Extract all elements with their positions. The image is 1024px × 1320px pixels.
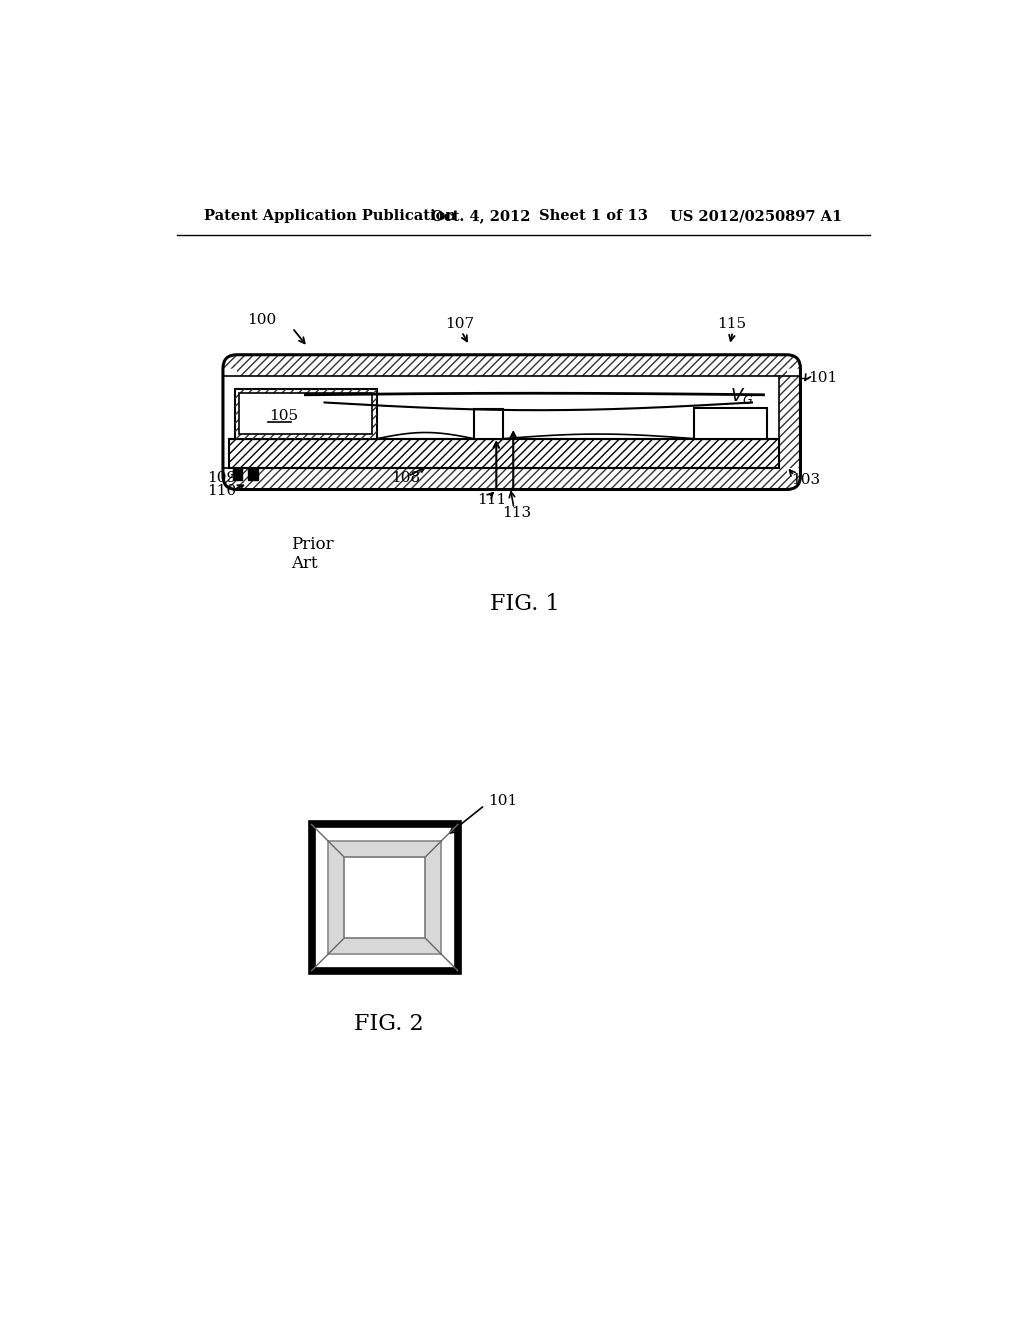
Bar: [234, 388, 377, 438]
Text: 110: 110: [208, 484, 237, 498]
Bar: [240, 393, 373, 434]
Text: FIG. 1: FIG. 1: [490, 594, 559, 615]
Bar: [474, 409, 503, 438]
Bar: [249, 469, 258, 480]
Text: Sheet 1 of 13: Sheet 1 of 13: [539, 209, 647, 223]
Bar: [237, 355, 786, 376]
Text: 101: 101: [488, 795, 518, 808]
Bar: [223, 376, 229, 469]
Bar: [344, 857, 425, 939]
Text: 101: 101: [808, 371, 838, 385]
Text: FIG. 2: FIG. 2: [353, 1014, 423, 1035]
Text: 100: 100: [248, 313, 276, 327]
FancyBboxPatch shape: [223, 355, 801, 490]
Text: 107: 107: [444, 317, 474, 331]
FancyBboxPatch shape: [223, 355, 801, 376]
Text: 105: 105: [269, 409, 298, 422]
Bar: [311, 825, 458, 970]
Text: Prior
Art: Prior Art: [291, 536, 334, 573]
Bar: [233, 469, 243, 480]
Text: 113: 113: [502, 506, 530, 520]
Bar: [694, 408, 767, 438]
Text: 111: 111: [477, 492, 506, 507]
Text: $V_G$: $V_G$: [730, 387, 754, 407]
Text: 109: 109: [208, 471, 237, 484]
Text: Patent Application Publication: Patent Application Publication: [204, 209, 456, 223]
Text: US 2012/0250897 A1: US 2012/0250897 A1: [670, 209, 842, 223]
Bar: [229, 438, 779, 469]
Text: Oct. 4, 2012: Oct. 4, 2012: [431, 209, 530, 223]
Bar: [329, 841, 441, 954]
Bar: [234, 388, 377, 438]
Bar: [779, 376, 801, 469]
Text: 103: 103: [792, 474, 820, 487]
Text: 108: 108: [391, 471, 420, 484]
Bar: [237, 469, 786, 490]
Text: 115: 115: [717, 317, 746, 331]
